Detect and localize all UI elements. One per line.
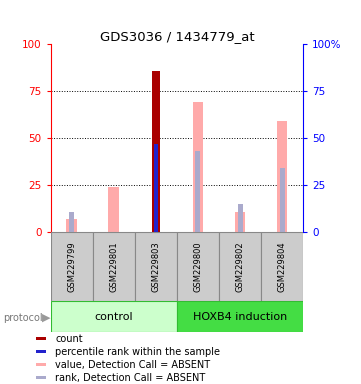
Text: value, Detection Call = ABSENT: value, Detection Call = ABSENT — [56, 359, 210, 369]
Bar — [69, 212, 74, 232]
Bar — [219, 232, 261, 301]
Bar — [195, 151, 200, 232]
Text: rank, Detection Call = ABSENT: rank, Detection Call = ABSENT — [56, 372, 206, 382]
Text: GSM229803: GSM229803 — [151, 242, 160, 292]
Bar — [35, 376, 47, 379]
Title: GDS3036 / 1434779_at: GDS3036 / 1434779_at — [100, 30, 254, 43]
Text: GSM229801: GSM229801 — [109, 242, 118, 292]
Bar — [51, 232, 93, 301]
Bar — [261, 232, 303, 301]
Text: HOXB4 induction: HOXB4 induction — [193, 312, 287, 322]
Bar — [238, 204, 243, 232]
Bar — [177, 232, 219, 301]
Bar — [177, 301, 303, 332]
Text: control: control — [95, 312, 133, 322]
Bar — [35, 363, 47, 366]
Bar — [35, 350, 47, 353]
Text: protocol: protocol — [4, 313, 43, 323]
Bar — [277, 121, 287, 232]
Bar — [152, 71, 160, 232]
Bar — [135, 232, 177, 301]
Text: percentile rank within the sample: percentile rank within the sample — [56, 347, 221, 357]
Text: count: count — [56, 334, 83, 344]
Bar — [235, 212, 245, 232]
Text: GSM229804: GSM229804 — [278, 242, 287, 292]
Text: GSM229799: GSM229799 — [67, 242, 76, 292]
Bar — [93, 232, 135, 301]
Bar — [35, 337, 47, 340]
Bar — [108, 187, 119, 232]
Text: GSM229800: GSM229800 — [193, 242, 203, 292]
Bar — [154, 144, 157, 232]
Bar — [280, 168, 285, 232]
Text: GSM229802: GSM229802 — [236, 242, 244, 292]
Bar — [66, 219, 77, 232]
Bar — [193, 103, 203, 232]
Bar — [51, 301, 177, 332]
Text: ▶: ▶ — [42, 313, 50, 323]
